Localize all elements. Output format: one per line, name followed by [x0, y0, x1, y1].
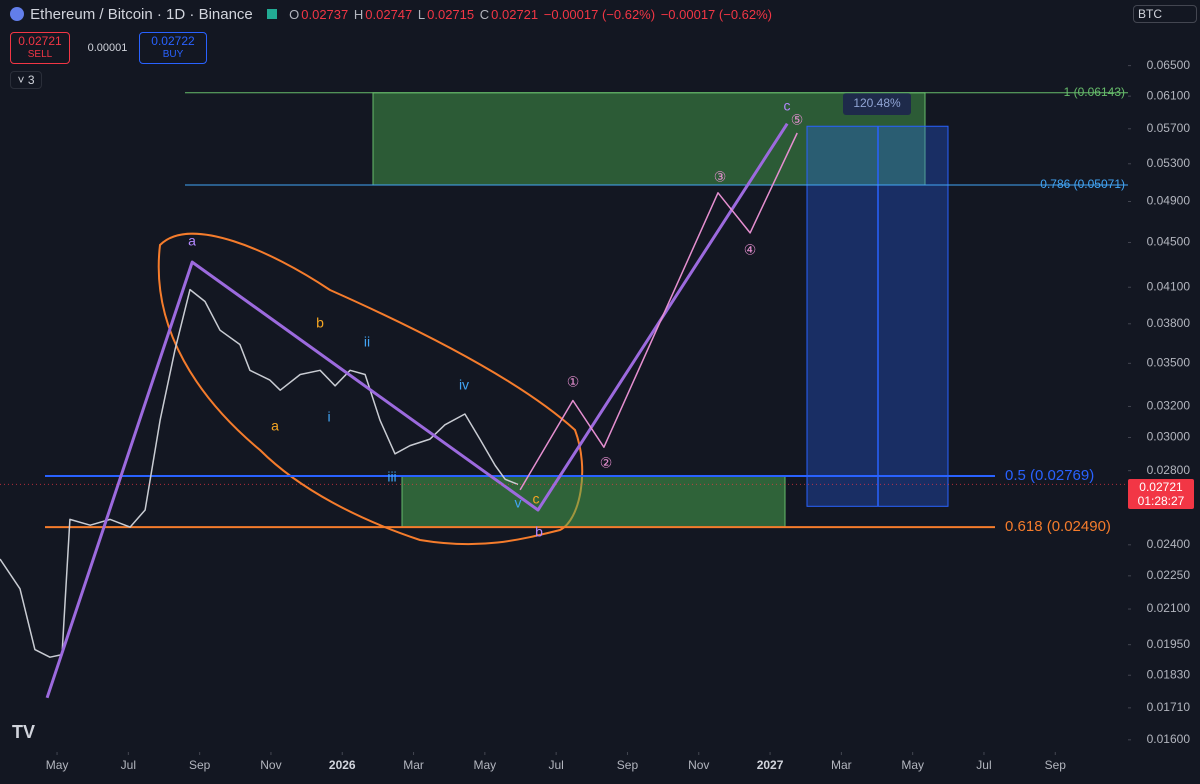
y-tick-label: 0.03800 [1147, 316, 1191, 330]
buy-button[interactable]: 0.02722 BUY [139, 32, 207, 64]
projection-line [519, 132, 798, 491]
y-tick-label: 0.01950 [1147, 637, 1191, 651]
x-tick-label: 2027 [757, 758, 784, 772]
y-tick-label: 0.02100 [1147, 601, 1191, 615]
x-tick-label: Nov [688, 758, 709, 772]
x-tick-label: Sep [1045, 758, 1067, 772]
currency-select[interactable]: BTC [1133, 5, 1197, 23]
buy-label: BUY [162, 49, 184, 60]
wave-label: a [271, 418, 279, 434]
level-label: 0.618 (0.02490) [1005, 518, 1111, 535]
currency: BTC [1138, 7, 1162, 21]
ellipse-annotation [157, 232, 584, 546]
y-tick-label: 0.01710 [1147, 700, 1191, 714]
support-zone [401, 475, 786, 528]
buy-price: 0.02722 [151, 34, 195, 48]
x-tick-label: Mar [403, 758, 424, 772]
measure-label: 120.48% [853, 96, 901, 110]
wave-label: ⑤ [791, 112, 804, 128]
symbol: Ethereum / Bitcoin · 1D · Binance [30, 6, 253, 23]
indicators-toggle[interactable]: ˅ 3 [10, 71, 42, 89]
wave-label: ④ [744, 242, 757, 258]
wave-label: b [535, 524, 543, 540]
o-value: 0.02737 [301, 7, 349, 22]
price-tag: 0.02721 01:28:27 [1128, 479, 1194, 509]
y-tick-label: 0.02400 [1147, 537, 1191, 551]
y-axis [1128, 0, 1200, 752]
h-label: H [353, 7, 364, 22]
c-value: 0.02721 [491, 7, 539, 22]
x-tick-label: 2026 [329, 758, 356, 772]
level-label: 0.786 (0.05071) [1040, 177, 1125, 191]
x-tick-label: May [901, 758, 924, 772]
y-tick-label: 0.05700 [1147, 121, 1191, 135]
y-tick-label: 0.01600 [1147, 732, 1191, 746]
x-tick-label: Jul [548, 758, 563, 772]
l-value: 0.02715 [427, 7, 475, 22]
h-value: 0.02747 [365, 7, 413, 22]
wave-label: c [533, 491, 540, 507]
l-label: L [417, 7, 426, 22]
wave-label: iii [387, 469, 396, 485]
o-label: O [289, 7, 300, 22]
level-label: 1 (0.06143) [1064, 85, 1125, 99]
plot: 120.48% 1 (0.06143) 0.786 (0.05071) 0.5 (0.… [0, 85, 1135, 699]
x-tick-label: Jul [121, 758, 136, 772]
y-tick-label: 0.06500 [1147, 58, 1191, 72]
ohlc: O 0.02737 H 0.02747 L 0.02715 C 0.02721 −0.0… [289, 7, 774, 22]
x-tick-label: Sep [189, 758, 211, 772]
last-price: 0.02721 [1139, 480, 1183, 494]
x-tick-label: Jul [976, 758, 991, 772]
y-tick-label: 0.03000 [1147, 430, 1191, 444]
spread: 0.00001 [87, 42, 128, 54]
y-tick-label: 0.04100 [1147, 279, 1191, 293]
y-tick-label: 0.02250 [1147, 568, 1191, 582]
sell-label: SELL [27, 49, 53, 60]
logo-tv: TV [12, 722, 36, 742]
wave-label: b [316, 315, 324, 331]
wave-label: ii [364, 334, 370, 350]
wave-label: iv [459, 377, 469, 393]
y-tick-label: 0.02800 [1147, 463, 1191, 477]
indicator-count: 3 [27, 73, 35, 87]
x-tick-label: May [474, 758, 497, 772]
wave-label: c [784, 98, 791, 114]
countdown: 01:28:27 [1137, 494, 1185, 508]
wave-label: i [327, 409, 330, 425]
y-tick-label: 0.05300 [1147, 156, 1191, 170]
c-label: C [479, 7, 490, 22]
y-tick-label: 0.03200 [1147, 399, 1191, 413]
wave-label: v [515, 495, 522, 511]
level-label: 0.5 (0.02769) [1005, 467, 1094, 484]
change: −0.00017 (−0.62%) [543, 7, 656, 22]
projection-line [45, 122, 789, 699]
y-tick-label: 0.06100 [1147, 88, 1191, 102]
wave-label: a [188, 233, 196, 249]
y-tick-label: 0.04500 [1147, 235, 1191, 249]
x-tick-label: Nov [260, 758, 281, 772]
y-tick-label: 0.01830 [1147, 667, 1191, 681]
x-tick-label: May [46, 758, 69, 772]
logo [10, 7, 24, 21]
price-line [0, 288, 519, 658]
y-tick-label: 0.04900 [1147, 194, 1191, 208]
wave-label: ① [567, 374, 580, 390]
status [266, 9, 277, 19]
x-axis [0, 752, 1200, 784]
sell-button[interactable]: 0.02721 SELL [10, 32, 70, 64]
wave-label: ② [600, 455, 613, 471]
x-tick-label: Sep [617, 758, 639, 772]
wave-label: ③ [714, 169, 727, 185]
x-tick-label: Mar [831, 758, 852, 772]
measure-label-bg [843, 93, 911, 115]
change2: −0.00017 (−0.62%) [660, 7, 773, 22]
sell-price: 0.02721 [18, 34, 62, 48]
y-tick-label: 0.03500 [1147, 356, 1191, 370]
header: Ethereum / Bitcoin · 1D · Binance O 0.027… [10, 6, 776, 23]
